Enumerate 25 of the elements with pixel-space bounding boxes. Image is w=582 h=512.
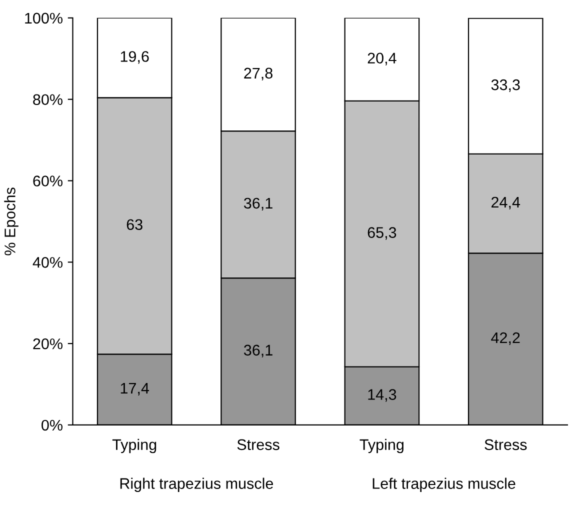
y-tick-label: 100% [25, 12, 62, 24]
x-tick-label: Stress [237, 439, 280, 450]
text: Left trapezius muscle [372, 478, 516, 492]
x-tick-label: Stress [484, 439, 527, 450]
data-label: 63 [126, 219, 142, 230]
data-label: 42,2 [491, 332, 520, 345]
y-tick-label: 40% [32, 257, 62, 268]
data-label: 24,4 [492, 196, 520, 210]
y-tick-label: 60% [33, 176, 62, 186]
y-tick-label: 80% [33, 94, 62, 106]
y-tick-label: 0% [42, 420, 62, 431]
y-tick-label: 20% [33, 338, 62, 350]
data-label: 36,1 [244, 198, 272, 210]
data-label: 33,3 [491, 79, 520, 92]
data-label: 65,3 [368, 227, 396, 240]
x-tick-label: Typing [112, 438, 156, 454]
y-axis-title: % Epochs [4, 188, 18, 256]
data-label: 17,4 [120, 382, 150, 396]
text: Right trapezius muscle [120, 478, 274, 492]
data-label: 14,3 [368, 389, 396, 402]
data-label: 27,8 [244, 68, 272, 80]
x-tick-label: Typing [360, 438, 404, 454]
data-label: 36,1 [244, 344, 272, 358]
data-label: 20,4 [368, 52, 396, 66]
data-label: 19,6 [120, 51, 149, 64]
